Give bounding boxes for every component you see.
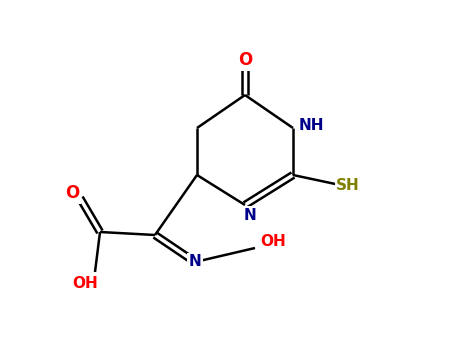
Text: OH: OH	[72, 276, 98, 292]
Text: O: O	[238, 51, 252, 69]
Text: N: N	[243, 208, 256, 223]
Text: NH: NH	[298, 119, 324, 133]
Text: O: O	[65, 184, 79, 202]
Text: N: N	[189, 254, 202, 270]
Text: OH: OH	[260, 234, 286, 250]
Text: SH: SH	[336, 177, 360, 192]
